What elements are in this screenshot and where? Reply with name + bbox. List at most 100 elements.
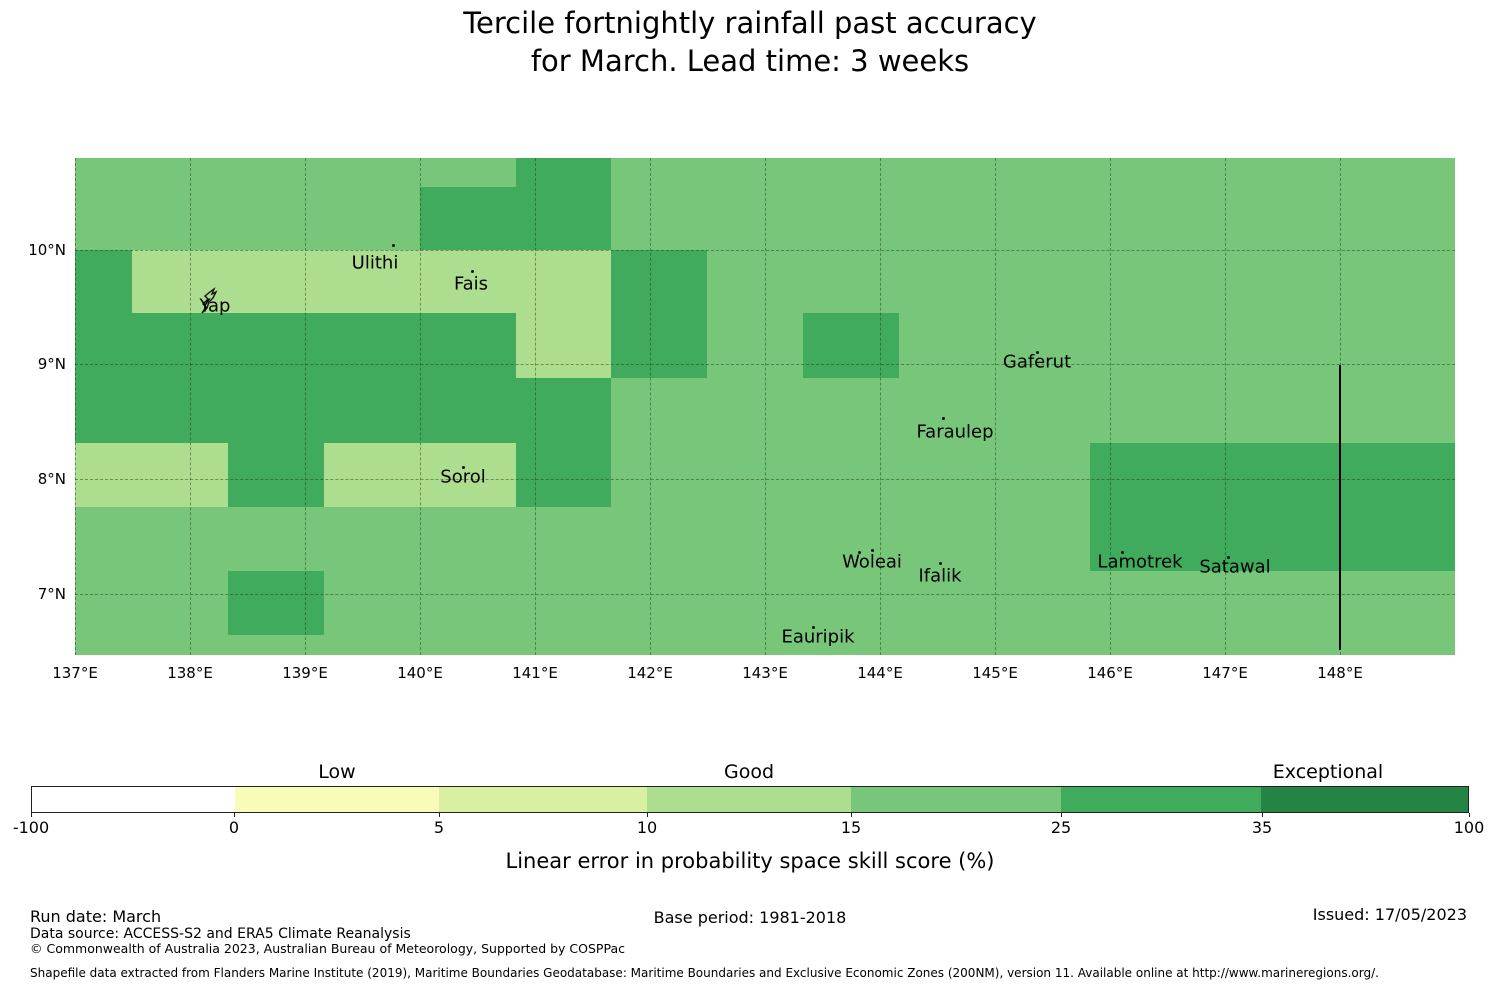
place-label-fais: Fais xyxy=(453,273,489,295)
base-period-text: Base period: 1981-2018 xyxy=(653,908,847,927)
longitude-gridline xyxy=(880,158,881,655)
lon-tick-label: 146°E xyxy=(1087,664,1133,682)
latitude-gridline xyxy=(75,479,1455,480)
fais-islet xyxy=(471,270,474,273)
place-label-ulithi: Ulithi xyxy=(351,252,399,274)
skill-cell xyxy=(1090,443,1455,571)
lon-tick-label: 139°E xyxy=(282,664,328,682)
longitude-gridline xyxy=(535,158,536,655)
faraulep-islet xyxy=(942,417,945,420)
longitude-gridline xyxy=(1110,158,1111,655)
skill-cell xyxy=(803,313,899,378)
lat-tick-label: 7°N xyxy=(37,585,66,603)
place-label-gaferut: Gaferut xyxy=(1002,351,1072,373)
lon-tick-label: 148°E xyxy=(1317,664,1363,682)
place-label-yap: Yap xyxy=(199,295,231,317)
ifalik-islet xyxy=(939,562,942,565)
colorbar-tick-mark xyxy=(1262,813,1263,817)
skill-cell xyxy=(420,187,516,250)
eauripik-islet xyxy=(812,626,815,629)
sorol-islet xyxy=(462,466,465,469)
skill-cell xyxy=(75,250,132,443)
colorbar-segment xyxy=(1060,787,1262,812)
skill-colorbar xyxy=(31,786,1469,813)
longitude-gridline xyxy=(190,158,191,655)
colorbar-tick-label: 5 xyxy=(433,818,445,837)
data-source-text: Data source: ACCESS-S2 and ERA5 Climate … xyxy=(30,926,411,942)
woleai-islet-b xyxy=(871,549,874,552)
ulithi-islet xyxy=(392,244,395,247)
gaferut-islet xyxy=(1036,351,1039,354)
colorbar-tick-label: -100 xyxy=(12,818,50,837)
skill-cell xyxy=(516,313,611,378)
latitude-gridline xyxy=(75,364,1455,365)
lon-tick-label: 137°E xyxy=(52,664,98,682)
colorbar-tick-label: 15 xyxy=(840,818,862,837)
colorbar-tick-label: 35 xyxy=(1251,818,1273,837)
skill-cell xyxy=(516,443,611,507)
longitude-gridline xyxy=(1225,158,1226,655)
rainfall-skill-map: Yap Ulithi Fais Sorol Gaferut Faraulep Woleai I… xyxy=(75,158,1455,655)
shapefile-note-text: Shapefile data extracted from Flanders M… xyxy=(30,966,1379,980)
colorbar-segment xyxy=(32,787,235,812)
colorbar-segment xyxy=(647,787,851,812)
longitude-gridline xyxy=(650,158,651,655)
colorbar-segment xyxy=(234,787,440,812)
colorbar-tick-mark xyxy=(234,813,235,817)
woleai-islet-a xyxy=(858,551,861,554)
longitude-gridline xyxy=(765,158,766,655)
lon-tick-label: 147°E xyxy=(1202,664,1248,682)
lon-tick-label: 141°E xyxy=(512,664,558,682)
colorbar-category-low: Low xyxy=(318,761,356,783)
colorbar-category-good: Good xyxy=(723,761,775,783)
place-label-eauripik: Eauripik xyxy=(781,626,855,648)
copyright-text: © Commonwealth of Australia 2023, Austra… xyxy=(30,941,625,956)
colorbar-tick-mark xyxy=(1469,813,1470,817)
satawal-islet xyxy=(1227,556,1230,559)
longitude-gridline xyxy=(305,158,306,655)
skill-cell xyxy=(516,378,611,443)
skill-cell xyxy=(132,313,516,443)
longitude-gridline xyxy=(420,158,421,655)
colorbar-axis-label: Linear error in probability space skill … xyxy=(505,849,995,873)
lat-tick-label: 10°N xyxy=(28,241,66,259)
run-date-text: Run date: March xyxy=(30,907,162,926)
lon-tick-label: 140°E xyxy=(397,664,443,682)
latitude-gridline xyxy=(75,594,1455,595)
place-label-ifalik: Ifalik xyxy=(918,565,962,587)
longitude-gridline xyxy=(75,158,76,655)
colorbar-tick-mark xyxy=(851,813,852,817)
skill-cell xyxy=(611,250,707,378)
place-label-woleai: Woleai xyxy=(842,551,902,573)
skill-cell xyxy=(132,250,611,313)
lat-tick-label: 8°N xyxy=(37,470,66,488)
colorbar-tick-label: 25 xyxy=(1050,818,1072,837)
colorbar-tick-label: 10 xyxy=(636,818,658,837)
colorbar-category-exceptional: Exceptional xyxy=(1272,761,1384,783)
issued-date-text: Issued: 17/05/2023 xyxy=(1312,905,1467,924)
colorbar-tick-mark xyxy=(1061,813,1062,817)
yap-island-outline xyxy=(201,286,218,314)
colorbar-segment xyxy=(439,787,648,812)
colorbar-tick-mark xyxy=(31,813,32,817)
skill-cell xyxy=(228,443,324,507)
lon-tick-label: 144°E xyxy=(857,664,903,682)
skill-cell xyxy=(516,158,611,250)
colorbar-tick-label: 100 xyxy=(1453,818,1485,837)
latitude-gridline xyxy=(75,250,1455,251)
colorbar-tick-mark xyxy=(647,813,648,817)
eez-boundary-line xyxy=(1339,365,1341,650)
colorbar-segment xyxy=(1261,787,1468,812)
lon-tick-label: 145°E xyxy=(972,664,1018,682)
colorbar-tick-label: 0 xyxy=(228,818,240,837)
place-label-sorol: Sorol xyxy=(440,466,486,488)
colorbar-segment xyxy=(850,787,1061,812)
place-label-faraulep: Faraulep xyxy=(916,421,994,443)
lat-tick-label: 9°N xyxy=(37,355,66,373)
figure-title-line1: Tercile fortnightly rainfall past accura… xyxy=(463,6,1037,40)
place-label-lamotrek: Lamotrek xyxy=(1097,551,1183,573)
lon-tick-label: 138°E xyxy=(167,664,213,682)
lamotrek-islet xyxy=(1121,551,1124,554)
lon-tick-label: 143°E xyxy=(742,664,788,682)
